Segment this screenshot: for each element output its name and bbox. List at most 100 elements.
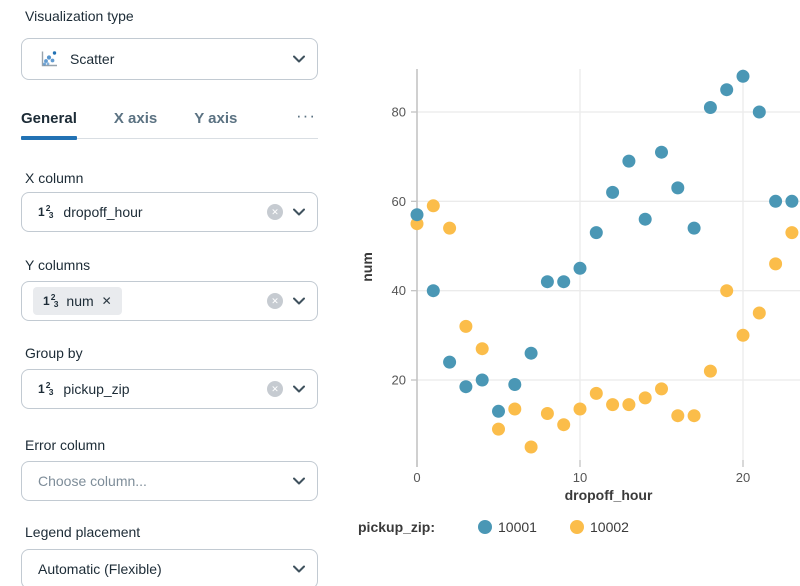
scatter-point-10001[interactable] bbox=[785, 194, 799, 208]
scatter-point-10001[interactable] bbox=[687, 221, 701, 235]
clear-icon[interactable]: ✕ bbox=[267, 204, 283, 220]
scatter-point-10001[interactable] bbox=[508, 378, 522, 391]
scatter-chart-icon bbox=[38, 48, 60, 70]
scatter-point-10002[interactable] bbox=[459, 319, 473, 333]
scatter-point-10001[interactable] bbox=[443, 355, 457, 369]
x-tick-label: 0 bbox=[413, 470, 420, 485]
scatter-point-10001[interactable] bbox=[540, 275, 554, 289]
y-tick-label: 80 bbox=[392, 105, 406, 120]
legend-title: pickup_zip: bbox=[358, 519, 435, 535]
scatter-point-10002[interactable] bbox=[606, 398, 620, 412]
scatter-point-10001[interactable] bbox=[606, 185, 620, 199]
legend-placement-label: Legend placement bbox=[25, 524, 141, 540]
legend-label-10002[interactable]: 10002 bbox=[590, 519, 629, 535]
tab-general[interactable]: General bbox=[21, 104, 77, 140]
remove-chip-icon[interactable]: ✕ bbox=[101, 294, 112, 308]
scatter-point-10002[interactable] bbox=[475, 342, 489, 356]
scatter-point-10001[interactable] bbox=[671, 181, 685, 195]
tabs-scroll-fade bbox=[260, 104, 294, 137]
scatter-point-10002[interactable] bbox=[655, 382, 668, 396]
legend-placement-select[interactable]: Automatic (Flexible) bbox=[21, 549, 318, 586]
scatter-point-10002[interactable] bbox=[426, 199, 440, 213]
scatter-point-10001[interactable] bbox=[736, 69, 750, 83]
scatter-point-10002[interactable] bbox=[573, 402, 587, 416]
scatter-point-10002[interactable] bbox=[540, 407, 554, 420]
scatter-point-10002[interactable] bbox=[752, 306, 766, 320]
scatter-point-10001[interactable] bbox=[426, 284, 440, 298]
chevron-down-icon[interactable] bbox=[293, 385, 305, 393]
scatter-point-10001[interactable] bbox=[410, 208, 424, 222]
legend-placement-value: Automatic (Flexible) bbox=[38, 561, 162, 577]
chip-value: num bbox=[66, 293, 94, 309]
scatter-point-10002[interactable] bbox=[687, 409, 701, 423]
legend-swatch-10002[interactable] bbox=[570, 520, 584, 534]
y-tick-label: 40 bbox=[392, 283, 406, 298]
more-tabs-icon[interactable]: ··· bbox=[296, 106, 316, 125]
scatter-point-10002[interactable] bbox=[785, 226, 799, 240]
scatter-point-10002[interactable] bbox=[720, 284, 734, 298]
chevron-down-icon[interactable] bbox=[293, 565, 305, 573]
scatter-point-10001[interactable] bbox=[492, 404, 505, 418]
scatter-point-10001[interactable] bbox=[524, 346, 538, 360]
group-by-label: Group by bbox=[25, 345, 83, 361]
scatter-point-10001[interactable] bbox=[752, 105, 766, 119]
error-column-label: Error column bbox=[25, 437, 106, 453]
chevron-down-icon[interactable] bbox=[293, 297, 305, 305]
scatter-point-10001[interactable] bbox=[622, 154, 636, 168]
viz-type-label: Visualization type bbox=[25, 8, 134, 24]
x-tick-label: 10 bbox=[573, 470, 587, 485]
scatter-point-10002[interactable] bbox=[508, 402, 522, 416]
tab-x-axis[interactable]: X axis bbox=[113, 110, 158, 127]
scatter-point-10002[interactable] bbox=[589, 386, 603, 400]
scatter-point-10002[interactable] bbox=[736, 328, 750, 342]
scatter-chart[interactable]: 20 40 60 80 0 10 20 dropoff_hour num pickup_zip: 1… bbox=[340, 0, 800, 586]
y-tick-label: 20 bbox=[392, 373, 406, 388]
scatter-point-10001[interactable] bbox=[703, 101, 717, 114]
scatter-point-10002[interactable] bbox=[703, 364, 717, 378]
y-tick-label: 60 bbox=[392, 194, 406, 209]
scatter-point-10002[interactable] bbox=[557, 418, 571, 432]
scatter-point-10002[interactable] bbox=[524, 440, 538, 454]
clear-icon[interactable]: ✕ bbox=[267, 381, 283, 397]
y-axis-title: num bbox=[359, 252, 375, 282]
scatter-point-10002[interactable] bbox=[443, 221, 457, 235]
viz-type-select[interactable]: Scatter bbox=[21, 38, 318, 80]
error-column-select[interactable]: Choose column... bbox=[21, 461, 318, 501]
scatter-point-10001[interactable] bbox=[573, 261, 587, 275]
scatter-point-10002[interactable] bbox=[492, 422, 505, 436]
chevron-down-icon[interactable] bbox=[293, 55, 305, 63]
scatter-point-10001[interactable] bbox=[459, 380, 473, 394]
scatter-point-10001[interactable] bbox=[638, 212, 652, 226]
y-columns-label: Y columns bbox=[25, 257, 91, 273]
scatter-point-10002[interactable] bbox=[638, 391, 652, 405]
x-tick-label: 20 bbox=[736, 470, 750, 485]
scatter-point-10002[interactable] bbox=[671, 409, 685, 423]
chevron-down-icon[interactable] bbox=[293, 208, 305, 216]
legend-label-10001[interactable]: 10001 bbox=[498, 519, 537, 535]
chevron-down-icon[interactable] bbox=[293, 477, 305, 485]
group-by-value: pickup_zip bbox=[63, 381, 130, 397]
x-axis-title: dropoff_hour bbox=[565, 487, 653, 503]
config-panel: Visualization type Scatter bbox=[0, 0, 340, 586]
scatter-point-10002[interactable] bbox=[410, 217, 424, 231]
scatter-point-10002[interactable] bbox=[622, 398, 636, 412]
scatter-point-10001[interactable] bbox=[655, 145, 668, 159]
scatter-point-10002[interactable] bbox=[769, 257, 783, 271]
scatter-point-10001[interactable] bbox=[475, 373, 489, 387]
scatter-point-10001[interactable] bbox=[589, 226, 603, 240]
legend-swatch-10001[interactable] bbox=[478, 520, 492, 534]
tab-y-axis[interactable]: Y axis bbox=[194, 110, 238, 127]
clear-icon[interactable]: ✕ bbox=[267, 293, 283, 309]
scatter-point-10001[interactable] bbox=[769, 194, 783, 208]
settings-tabs: General X axis Y axis ··· bbox=[21, 104, 318, 140]
scatter-point-10001[interactable] bbox=[720, 83, 734, 97]
scatter-point-10001[interactable] bbox=[557, 275, 571, 289]
